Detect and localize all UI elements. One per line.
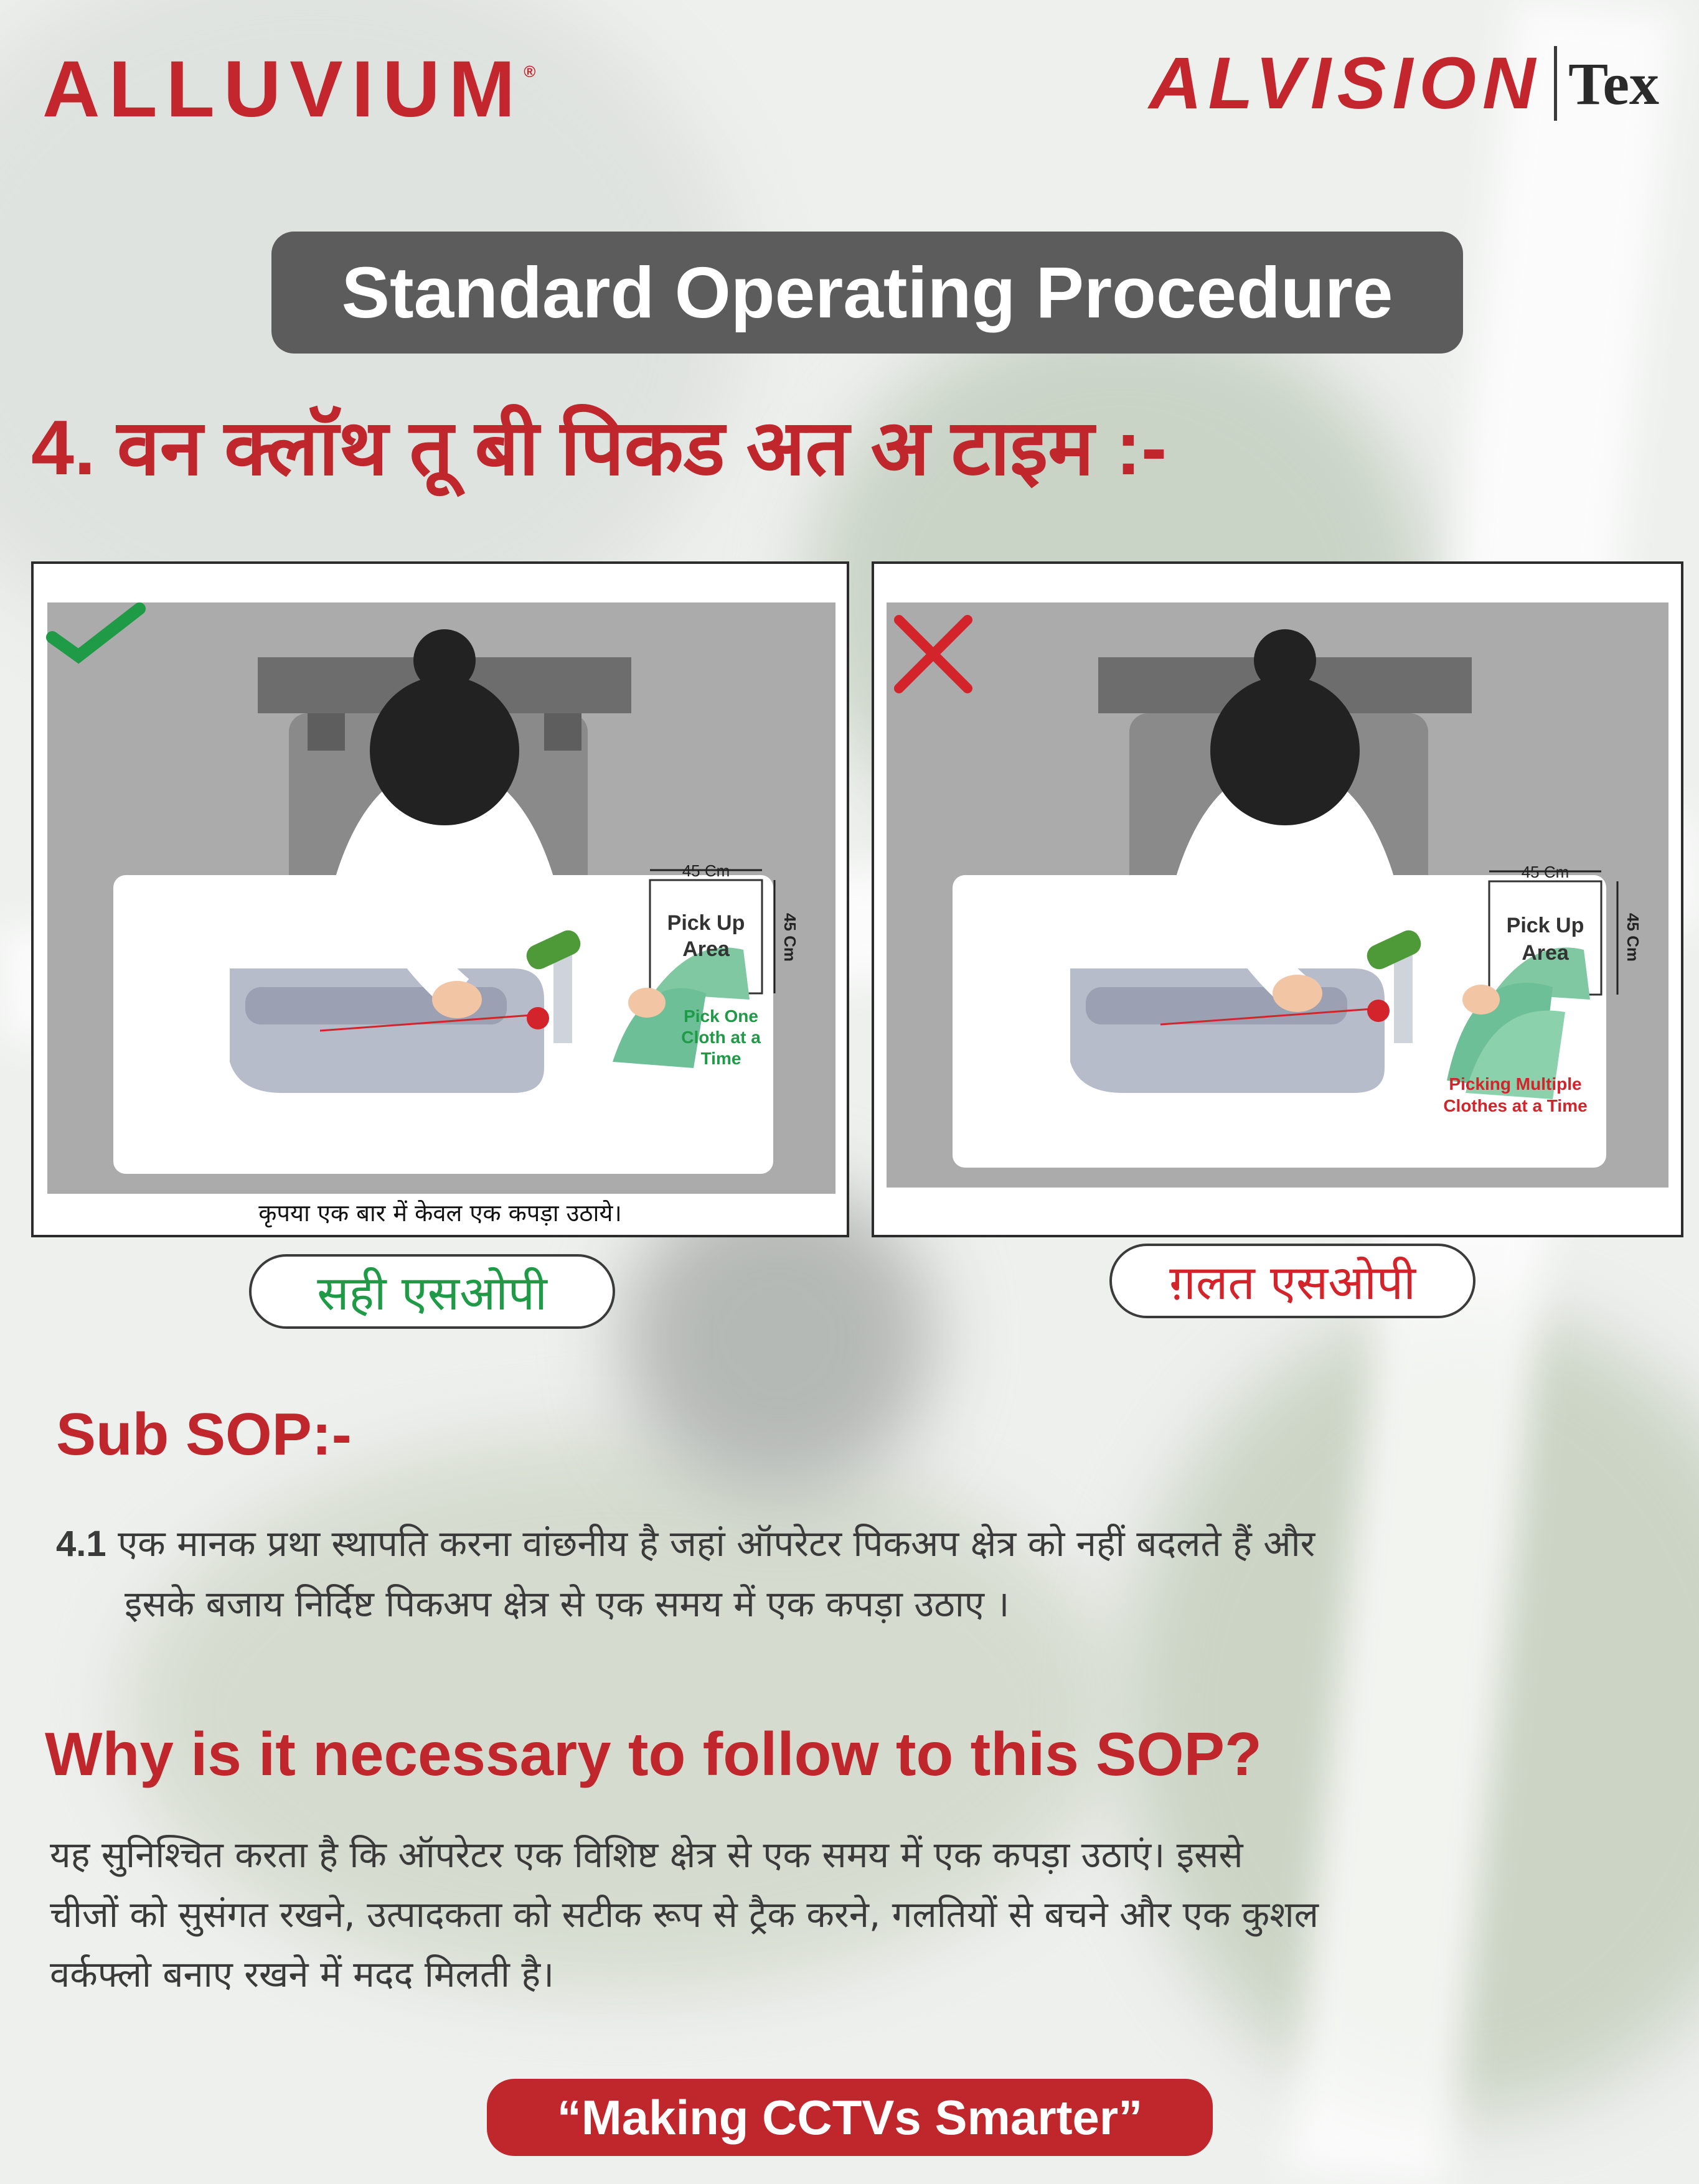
height-label: 45 Cm (1624, 913, 1642, 962)
sub-sop-line-1: एक मानक प्रथा स्थापति करना वांछनीय है जह… (118, 1522, 1315, 1565)
why-title: Why is it necessary to follow to this SO… (45, 1720, 1262, 1788)
note-line-1: Picking Multiple (1449, 1074, 1581, 1094)
wrong-sop-illustration: 45 Cm 45 Cm Pick Up Area Picking Multipl… (872, 561, 1683, 1237)
page-title: Standard Operating Procedure (271, 232, 1463, 354)
correct-sop-illustration: 45 Cm 45 Cm Pick Up Area Pick One Cloth … (31, 561, 849, 1237)
why-line-3: वर्कफ्लो बनाए रखने में मदद मिलती है। (50, 1953, 555, 1995)
sub-sop-number: 4.1 (56, 1524, 106, 1564)
alvision-logo-text: ALVISION (1149, 42, 1542, 124)
note-line-3: Time (701, 1049, 741, 1068)
sub-sop-title: Sub SOP:- (56, 1401, 352, 1468)
sop-heading: 4. वन क्लॉथ तू बी पिकड अत अ टाइम :- (31, 405, 1167, 491)
note-line-2: Clothes at a Time (1443, 1096, 1587, 1115)
wrong-sop-label: ग़लत एसओपी (1109, 1244, 1475, 1318)
why-line-1: यह सुनिश्चित करता है कि ऑपरेटर एक विशिष्… (50, 1834, 1243, 1876)
logo-divider (1554, 46, 1558, 121)
sub-sop-text: 4.1 एक मानक प्रथा स्थापति करना वांछनीय ह… (56, 1514, 1650, 1634)
correct-sop-labels: 45 Cm 45 Cm Pick Up Area Pick One Cloth … (650, 861, 799, 1068)
width-label: 45 Cm (1522, 863, 1570, 881)
alluvium-logo-text: ALLUVIUM (42, 45, 524, 134)
correct-sop-scene (46, 602, 835, 1194)
panel-caption: कृपया एक बार में केवल एक कपड़ा उठाये। (258, 1199, 622, 1227)
pickup-area-label-1: Pick Up (1507, 914, 1584, 937)
alvision-tex-logo: ALVISION Tex (1149, 41, 1659, 126)
note-line-1: Pick One (684, 1006, 758, 1026)
pickup-area-label-2: Area (682, 937, 730, 961)
correct-sop-label: सही एसओपी (249, 1254, 615, 1329)
why-line-2: चीजों को सुसंगत रखने, उत्पादकता को सटीक … (50, 1893, 1319, 1936)
pickup-area-label-2: Area (1522, 941, 1570, 965)
width-label: 45 Cm (682, 861, 730, 880)
tex-logo-text: Tex (1568, 50, 1659, 117)
note-line-2: Cloth at a (681, 1028, 761, 1047)
tagline: “Making CCTVs Smarter” (487, 2079, 1213, 2156)
sub-sop-line-2: इसके बजाय निर्दिष्ट पिकअप क्षेत्र से एक … (125, 1583, 1010, 1625)
why-text: यह सुनिश्चित करता है कि ऑपरेटर एक विशिष्… (50, 1825, 1656, 2004)
registered-mark: ® (524, 62, 536, 81)
pickup-area-label-1: Pick Up (667, 911, 745, 935)
wrong-sop-scene (887, 602, 1668, 1188)
wrong-sop-labels: 45 Cm 45 Cm Pick Up Area Picking Multipl… (1443, 863, 1642, 1115)
height-label: 45 Cm (781, 913, 799, 962)
alluvium-logo: ALLUVIUM® (42, 44, 535, 135)
